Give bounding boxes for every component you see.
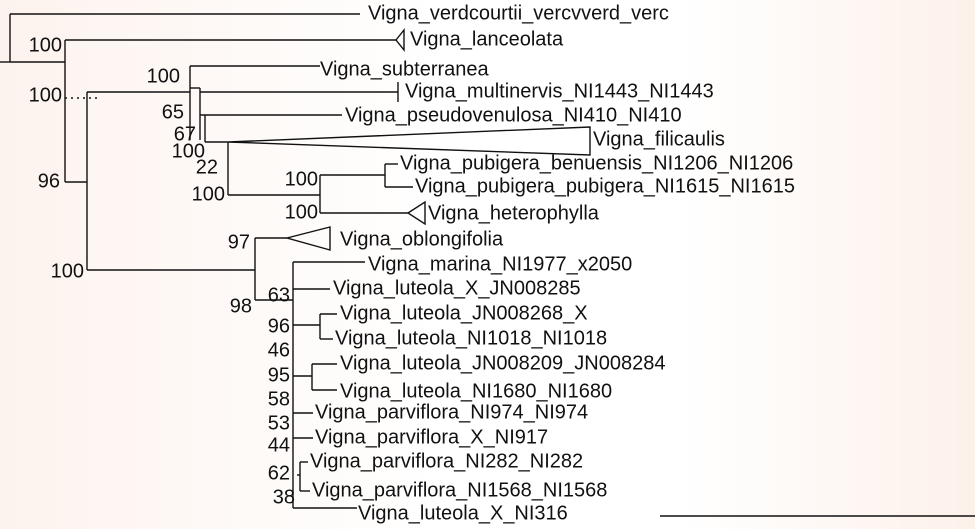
support-value: 100: [172, 140, 205, 162]
support-value: 100: [29, 84, 62, 106]
support-value: 38: [273, 486, 295, 508]
support-value: 96: [268, 315, 290, 337]
taxon-label: Vigna_luteola_JN008268_X: [340, 302, 588, 324]
support-value: 100: [29, 34, 62, 56]
taxon-label: Vigna_luteola_NI1018_NI1018: [335, 327, 607, 349]
support-value: 44: [268, 434, 290, 456]
taxon-label: Vigna_lanceolata: [410, 28, 564, 50]
support-value: 22: [196, 156, 218, 178]
support-value: 65: [162, 101, 184, 123]
collapsed-clade: [284, 226, 331, 251]
support-value: 58: [268, 388, 290, 410]
collapsed-clade: [395, 28, 405, 52]
support-value: 53: [268, 412, 290, 434]
taxon-label: Vigna_luteola_X_JN008285: [333, 277, 581, 299]
taxon-label: Vigna_verdcourtii_vercvverd_verc: [368, 2, 669, 24]
taxon-label: Vigna_heterophylla: [428, 202, 600, 224]
support-value: 67: [174, 123, 196, 145]
support-value: 96: [38, 170, 60, 192]
taxon-label: Vigna_parviflora_X_NI917: [315, 426, 548, 448]
taxon-label: Vigna_pubigera_benuensis_NI1206_NI1206: [400, 152, 793, 174]
taxon-label: Vigna_marina_NI1977_x2050: [368, 253, 632, 275]
support-value: 100: [285, 168, 318, 190]
taxon-label: Vigna_parviflora_NI974_NI974: [315, 401, 588, 423]
taxon-label: Vigna_parviflora_NI282_NI282: [310, 450, 583, 472]
taxon-label: Vigna_multinervis_NI1443_NI1443: [405, 80, 714, 102]
taxon-label: Vigna_luteola_JN008209_JN008284: [340, 352, 665, 374]
support-value: 62: [268, 462, 290, 484]
support-value: 100: [147, 65, 180, 87]
support-value: 46: [268, 339, 290, 361]
collapsed-clade: [406, 200, 426, 226]
taxon-label: Vigna_pubigera_pubigera_NI1615_NI1615: [415, 175, 795, 197]
taxon-label: Vigna_subterranea: [320, 58, 490, 80]
taxon-label: Vigna_luteola_X_NI316: [358, 502, 568, 524]
taxon-label: Vigna_parviflora_NI1568_NI1568: [312, 479, 607, 501]
support-value: 97: [228, 231, 250, 253]
taxon-label: Vigna_oblongifolia: [340, 228, 504, 250]
support-value: 100: [285, 201, 318, 223]
taxon-label: Vigna_pseudovenulosa_NI410_NI410: [345, 104, 682, 126]
support-value: 95: [268, 364, 290, 386]
support-value: 100: [51, 260, 84, 282]
support-value: 98: [230, 295, 252, 317]
support-value: 63: [268, 284, 290, 306]
taxon-label: Vigna_filicaulis: [593, 128, 725, 150]
collapsed-clade: [227, 126, 591, 156]
support-value: 100: [192, 183, 225, 205]
taxon-label: Vigna_luteola_NI1680_NI1680: [340, 380, 612, 402]
